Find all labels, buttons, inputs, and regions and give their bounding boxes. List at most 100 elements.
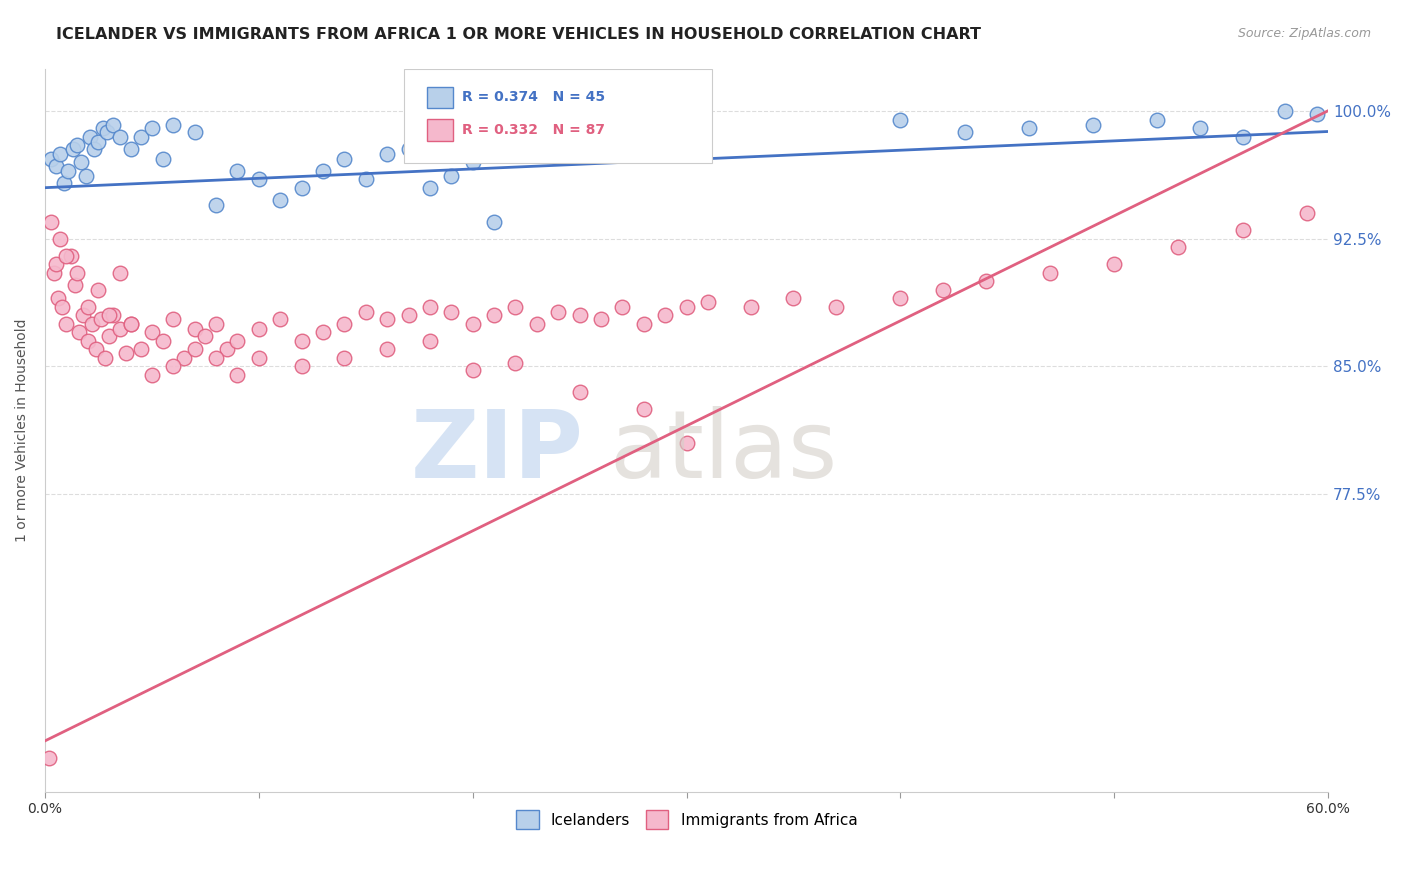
Point [62, 142, 84, 156]
Point [1018, 121, 1040, 136]
Text: atlas: atlas [610, 406, 838, 498]
Point [461, 317, 484, 331]
Point [505, 300, 527, 314]
Point [76, 300, 98, 314]
Point [419, 180, 441, 194]
Point [440, 305, 463, 319]
Point [152, 152, 174, 166]
Text: R = 0.374   N = 45: R = 0.374 N = 45 [463, 90, 605, 104]
Point [41, 152, 63, 166]
Point [94, 351, 117, 365]
Point [633, 317, 655, 331]
Point [482, 309, 505, 323]
Point [505, 356, 527, 370]
Point [215, 343, 238, 357]
Point [173, 351, 195, 365]
Point [84, 343, 107, 357]
Point [205, 197, 228, 211]
Point [152, 334, 174, 348]
Text: ICELANDER VS IMMIGRANTS FROM AFRICA 1 OR MORE VEHICLES IN HOUSEHOLD CORRELATION : ICELANDER VS IMMIGRANTS FROM AFRICA 1 OR… [56, 27, 981, 42]
Point [183, 343, 205, 357]
Point [354, 172, 377, 186]
Point [226, 334, 249, 348]
Point [72, 309, 94, 323]
Point [38, 751, 60, 765]
Point [269, 311, 291, 326]
Point [526, 317, 548, 331]
Point [291, 334, 314, 348]
Point [226, 368, 249, 382]
Text: R = 0.332   N = 87: R = 0.332 N = 87 [463, 123, 605, 137]
Point [141, 121, 163, 136]
Point [53, 176, 76, 190]
Point [55, 317, 77, 331]
Point [312, 326, 335, 340]
Point [1274, 104, 1296, 119]
Point [333, 351, 356, 365]
Text: ZIP: ZIP [411, 406, 583, 498]
Point [654, 309, 676, 323]
Point [45, 159, 67, 173]
Point [333, 152, 356, 166]
Point [103, 309, 125, 323]
Point [66, 138, 89, 153]
Point [98, 309, 121, 323]
Point [55, 249, 77, 263]
Point [45, 257, 67, 271]
Point [226, 163, 249, 178]
Point [1306, 107, 1329, 121]
Point [1039, 266, 1062, 280]
Point [375, 343, 398, 357]
Point [247, 172, 270, 186]
Text: Source: ZipAtlas.com: Source: ZipAtlas.com [1237, 27, 1371, 40]
Point [42, 266, 65, 280]
Point [108, 266, 131, 280]
Point [1081, 118, 1104, 132]
Point [67, 326, 90, 340]
Point [98, 328, 121, 343]
Point [633, 401, 655, 416]
Point [108, 322, 131, 336]
Point [1104, 257, 1126, 271]
Point [568, 384, 591, 399]
Point [162, 311, 184, 326]
Point [63, 277, 86, 292]
Point [375, 146, 398, 161]
Point [91, 121, 114, 136]
Point [108, 129, 131, 144]
Point [183, 124, 205, 138]
Point [46, 291, 69, 305]
Point [41, 215, 63, 229]
Point [58, 163, 80, 178]
Point [782, 291, 804, 305]
Point [79, 129, 101, 144]
Point [75, 169, 97, 183]
FancyBboxPatch shape [427, 120, 453, 141]
Point [398, 309, 420, 323]
Point [205, 317, 228, 331]
Point [162, 118, 184, 132]
Point [547, 305, 569, 319]
Point [247, 351, 270, 365]
Point [70, 155, 93, 169]
Point [76, 334, 98, 348]
Point [129, 129, 152, 144]
FancyBboxPatch shape [427, 87, 453, 108]
Point [375, 311, 398, 326]
Point [87, 283, 110, 297]
Point [269, 193, 291, 207]
Point [1167, 240, 1189, 254]
Point [183, 322, 205, 336]
Point [120, 142, 142, 156]
Point [440, 169, 463, 183]
Point [333, 317, 356, 331]
Point [675, 436, 697, 450]
Point [59, 249, 82, 263]
Point [1295, 206, 1317, 220]
Point [141, 326, 163, 340]
Point [83, 142, 105, 156]
Point [1188, 121, 1211, 136]
Point [103, 118, 125, 132]
Point [291, 180, 314, 194]
Y-axis label: 1 or more Vehicles in Household: 1 or more Vehicles in Household [15, 318, 30, 542]
